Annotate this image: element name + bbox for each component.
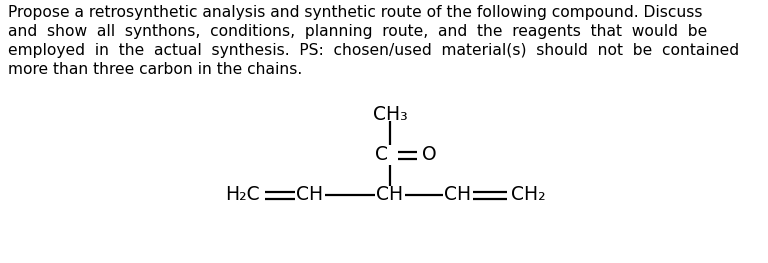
Text: CH₂: CH₂ bbox=[511, 185, 545, 205]
Text: CH₃: CH₃ bbox=[372, 105, 407, 124]
Text: C: C bbox=[375, 145, 388, 164]
Text: CH: CH bbox=[296, 185, 323, 205]
Text: more than three carbon in the chains.: more than three carbon in the chains. bbox=[8, 62, 303, 77]
Text: CH: CH bbox=[445, 185, 472, 205]
Text: O: O bbox=[422, 145, 437, 164]
Text: CH: CH bbox=[376, 185, 403, 205]
Text: and  show  all  synthons,  conditions,  planning  route,  and  the  reagents  th: and show all synthons, conditions, plann… bbox=[8, 24, 707, 39]
Text: Propose a retrosynthetic analysis and synthetic route of the following compound.: Propose a retrosynthetic analysis and sy… bbox=[8, 5, 703, 20]
Text: H₂C: H₂C bbox=[225, 185, 260, 205]
Text: employed  in  the  actual  synthesis.  PS:  chosen/used  material(s)  should  no: employed in the actual synthesis. PS: ch… bbox=[8, 43, 739, 58]
